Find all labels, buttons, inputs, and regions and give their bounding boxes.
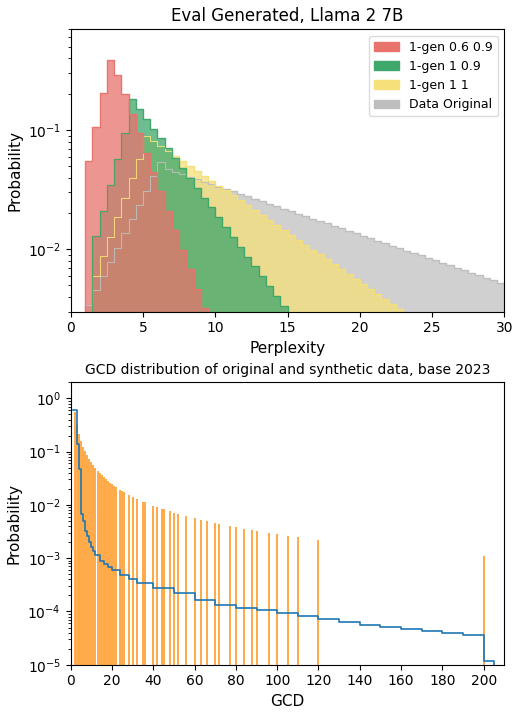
X-axis label: GCD: GCD	[270, 694, 305, 709]
Y-axis label: Probability: Probability	[7, 483, 22, 564]
Y-axis label: Probability: Probability	[7, 130, 22, 211]
X-axis label: Perplexity: Perplexity	[250, 341, 326, 356]
Title: Eval Generated, Llama 2 7B: Eval Generated, Llama 2 7B	[171, 7, 404, 25]
Legend: 1-gen 0.6 0.9, 1-gen 1 0.9, 1-gen 1 1, Data Original: 1-gen 0.6 0.9, 1-gen 1 0.9, 1-gen 1 1, D…	[369, 36, 498, 116]
Title: GCD distribution of original and synthetic data, base 2023: GCD distribution of original and synthet…	[85, 363, 490, 377]
